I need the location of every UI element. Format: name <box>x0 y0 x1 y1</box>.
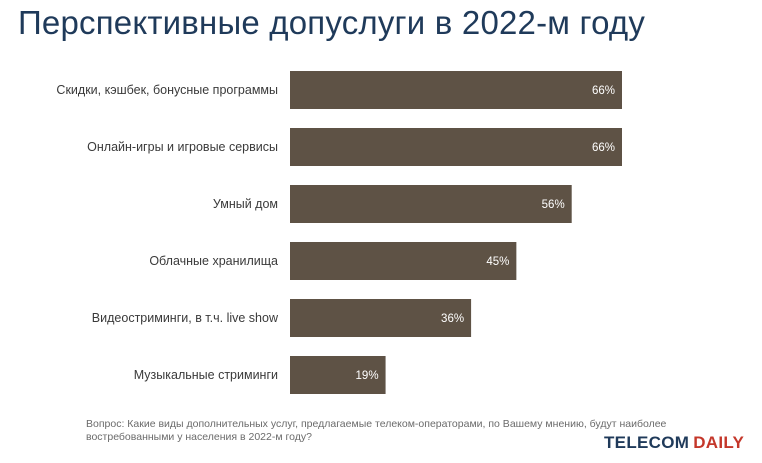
logo-daily-text: DAILY <box>693 433 745 452</box>
value-label-5: 36% <box>441 313 464 325</box>
page-title: Перспективные допуслуги в 2022-м году <box>18 4 646 41</box>
telecom-daily-logo: TELECOM DAILY <box>604 433 744 453</box>
value-label-2: 66% <box>592 142 615 154</box>
category-label-4: Облачные хранилища <box>149 254 278 268</box>
value-label-3: 56% <box>542 199 565 211</box>
bar-2 <box>290 128 622 166</box>
logo-telecom-text: TELECOM <box>604 433 690 452</box>
category-label-2: Онлайн-игры и игровые сервисы <box>87 140 278 154</box>
bar-6 <box>290 356 386 394</box>
value-label-4: 45% <box>486 256 509 268</box>
category-label-6: Музыкальные стриминги <box>134 368 278 382</box>
category-label-5: Видеостриминги, в т.ч. live show <box>92 311 279 325</box>
category-label-3: Умный дом <box>213 197 278 211</box>
survey-question-footnote: Вопрос: Какие виды дополнительных услуг,… <box>86 418 667 443</box>
value-label-1: 66% <box>592 85 615 97</box>
bar-5 <box>290 299 472 337</box>
bar-1 <box>290 71 622 109</box>
bar-4 <box>290 242 517 280</box>
bar-chart: Скидки, кэшбек, бонусные программы 66% Онл… <box>56 71 622 394</box>
bar-3 <box>290 185 572 223</box>
value-label-6: 19% <box>356 370 379 382</box>
category-label-1: Скидки, кэшбек, бонусные программы <box>56 83 278 97</box>
